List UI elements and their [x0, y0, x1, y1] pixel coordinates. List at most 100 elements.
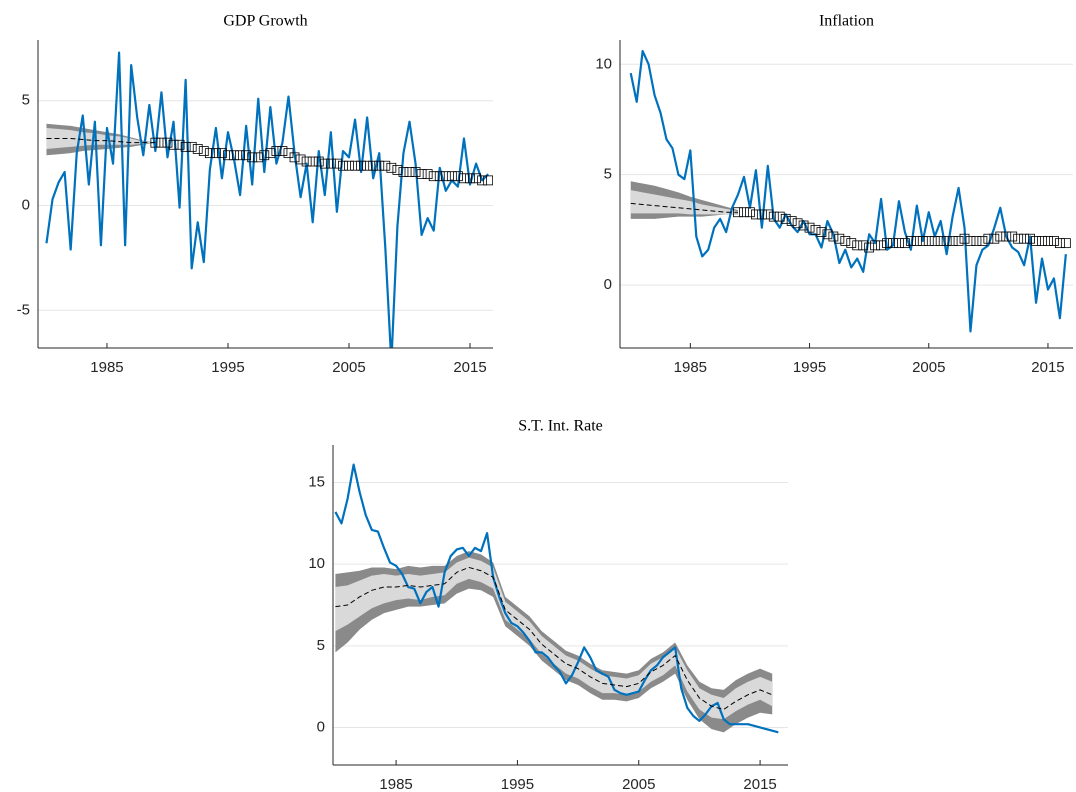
- marker: [834, 233, 845, 244]
- marker: [947, 236, 958, 246]
- marker: [295, 154, 306, 165]
- marker: [870, 240, 881, 251]
- marker: [235, 150, 245, 161]
- marker: [733, 207, 743, 218]
- marker: [392, 165, 403, 175]
- x-tick-label: 1985: [674, 359, 707, 376]
- marker: [935, 236, 946, 246]
- median-line: [335, 566, 773, 710]
- marker: [751, 209, 761, 220]
- marker: [959, 233, 970, 244]
- marker: [465, 173, 475, 184]
- marker: [422, 169, 433, 179]
- marker: [792, 218, 803, 229]
- marker: [1031, 236, 1041, 246]
- marker: [331, 158, 342, 169]
- marker: [446, 171, 457, 182]
- marker: [822, 229, 833, 240]
- marker: [229, 150, 239, 161]
- marker: [876, 240, 886, 251]
- marker: [289, 152, 300, 163]
- marker: [905, 236, 916, 246]
- marker: [786, 216, 797, 226]
- panel-title: S.T. Int. Rate: [518, 418, 603, 435]
- marker: [204, 148, 215, 159]
- marker: [953, 236, 964, 246]
- marker: [858, 240, 869, 251]
- marker: [210, 148, 221, 159]
- marker: [453, 171, 463, 182]
- x-tick-label: 2005: [622, 776, 655, 792]
- marker: [241, 150, 252, 161]
- marker: [192, 144, 203, 154]
- marker: [368, 160, 379, 171]
- marker: [917, 236, 928, 246]
- marker: [780, 213, 791, 224]
- marker: [923, 236, 934, 246]
- data-line: [629, 49, 1067, 333]
- x-tick-label: 1985: [90, 359, 123, 376]
- marker: [846, 238, 857, 249]
- marker: [362, 160, 373, 171]
- marker: [404, 167, 415, 177]
- plot-area: [45, 51, 493, 348]
- y-tick-label: 5: [604, 166, 612, 183]
- marker: [380, 160, 391, 171]
- marker: [186, 141, 197, 152]
- marker: [198, 146, 209, 156]
- marker: [900, 238, 910, 249]
- marker: [768, 211, 779, 222]
- marker: [180, 141, 191, 152]
- marker: [386, 162, 397, 173]
- marker: [223, 150, 233, 161]
- x-tick-label: 2005: [332, 359, 365, 376]
- marker: [350, 160, 360, 171]
- marker: [459, 173, 469, 184]
- marker: [840, 236, 851, 246]
- y-tick-label: 5: [317, 637, 325, 654]
- panel-title: GDP Growth: [223, 13, 307, 30]
- marker: [319, 158, 330, 169]
- marker: [265, 148, 276, 159]
- x-tick-label: 2015: [743, 776, 776, 792]
- marker: [313, 156, 324, 167]
- marker: [1001, 231, 1012, 242]
- marker: [995, 231, 1006, 242]
- marker: [816, 227, 827, 237]
- marker: [971, 236, 982, 246]
- marker: [253, 152, 264, 163]
- marker: [410, 167, 421, 177]
- marker: [882, 238, 892, 249]
- marker: [1060, 238, 1071, 249]
- marker: [965, 236, 976, 246]
- marker: [247, 152, 258, 163]
- marker: [434, 171, 445, 182]
- x-tick-label: 1995: [793, 359, 826, 376]
- marker: [483, 175, 493, 186]
- marker: [864, 242, 875, 253]
- marker: [929, 236, 940, 246]
- data-line: [45, 51, 489, 348]
- marker: [162, 137, 173, 148]
- marker: [150, 137, 161, 148]
- y-tick-label: 5: [22, 92, 30, 109]
- marker: [1019, 233, 1030, 244]
- marker: [440, 171, 451, 182]
- marker: [277, 146, 288, 156]
- median-line: [630, 202, 739, 213]
- y-tick-label: 0: [317, 718, 325, 735]
- marker: [941, 236, 952, 246]
- y-tick-label: 10: [595, 55, 612, 72]
- marker: [888, 238, 898, 249]
- y-tick-label: 0: [22, 196, 30, 213]
- x-tick-label: 1995: [501, 776, 534, 792]
- marker: [810, 224, 821, 235]
- marker: [1025, 233, 1035, 244]
- x-tick-label: 2015: [1031, 359, 1064, 376]
- y-tick-label: 15: [308, 474, 325, 491]
- marker: [774, 211, 785, 222]
- y-tick-label: 10: [308, 555, 325, 572]
- panel: S.T. Int. Rate 0 5 10 15 1985 1995 2005 2015: [308, 418, 788, 792]
- x-tick-label: 2005: [912, 359, 945, 376]
